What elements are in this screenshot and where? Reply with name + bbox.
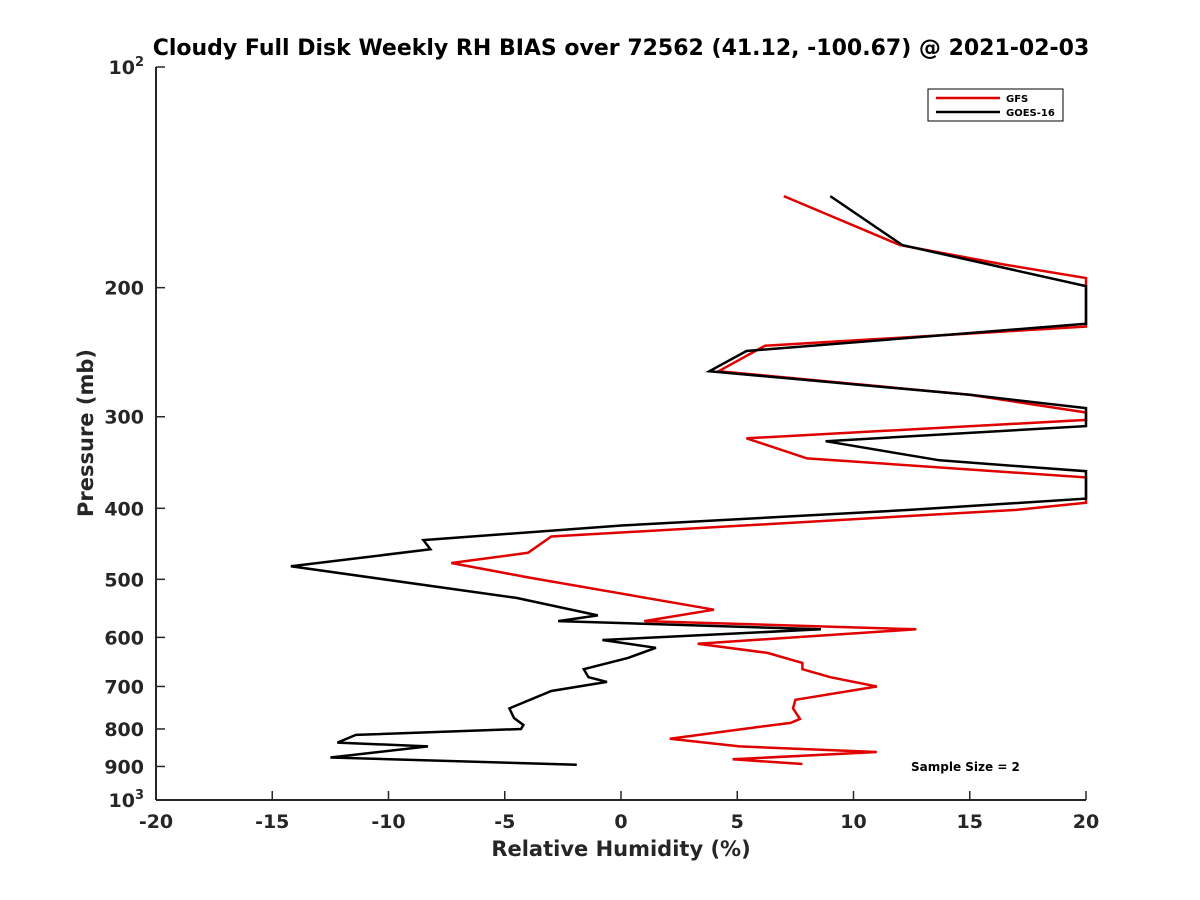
y-tick-label: 300 [104, 407, 144, 429]
y-tick-label: 600 [104, 627, 144, 649]
series-layer [290, 194, 1088, 766]
y-ticks: 102 200 300 400 500 600 700 800 900 103 [104, 55, 165, 812]
x-axis-label: Relative Humidity (%) [491, 837, 750, 861]
y-tick-label: 400 [104, 498, 144, 520]
legend-label: GOES-16 [1006, 108, 1055, 119]
x-tick-label: 15 [957, 811, 983, 833]
x-tick-label: -5 [494, 811, 515, 833]
x-tick-label: 10 [840, 811, 866, 833]
x-tick-label: 0 [614, 811, 627, 833]
sample-size-annotation: Sample Size = 2 [911, 760, 1020, 774]
y-tick-label: 200 [104, 278, 144, 300]
y-tick-label: 103 [109, 788, 145, 812]
y-tick-label: 800 [104, 719, 144, 741]
plot-area [156, 67, 1086, 800]
x-ticks: -20 -15 -10 -5 0 5 10 15 20 [139, 791, 1099, 833]
x-tick-label: -10 [371, 811, 405, 833]
y-tick-label: 102 [109, 55, 145, 79]
y-tick-label: 900 [104, 756, 144, 778]
legend-label: GFS [1006, 94, 1028, 105]
legend-box [927, 88, 1064, 122]
y-tick-label: 500 [104, 569, 144, 591]
legend: GFS GOES-16 [927, 88, 1064, 122]
y-tick-label: 700 [104, 676, 144, 698]
chart-title: Cloudy Full Disk Weekly RH BIAS over 725… [153, 36, 1090, 61]
series-line-goes-16 [290, 195, 1088, 766]
x-tick-label: -15 [255, 811, 289, 833]
x-tick-label: -20 [139, 811, 173, 833]
x-tick-label: 5 [731, 811, 744, 833]
x-tick-label: 20 [1073, 811, 1099, 833]
y-axis-label: Pressure (mb) [74, 349, 98, 517]
